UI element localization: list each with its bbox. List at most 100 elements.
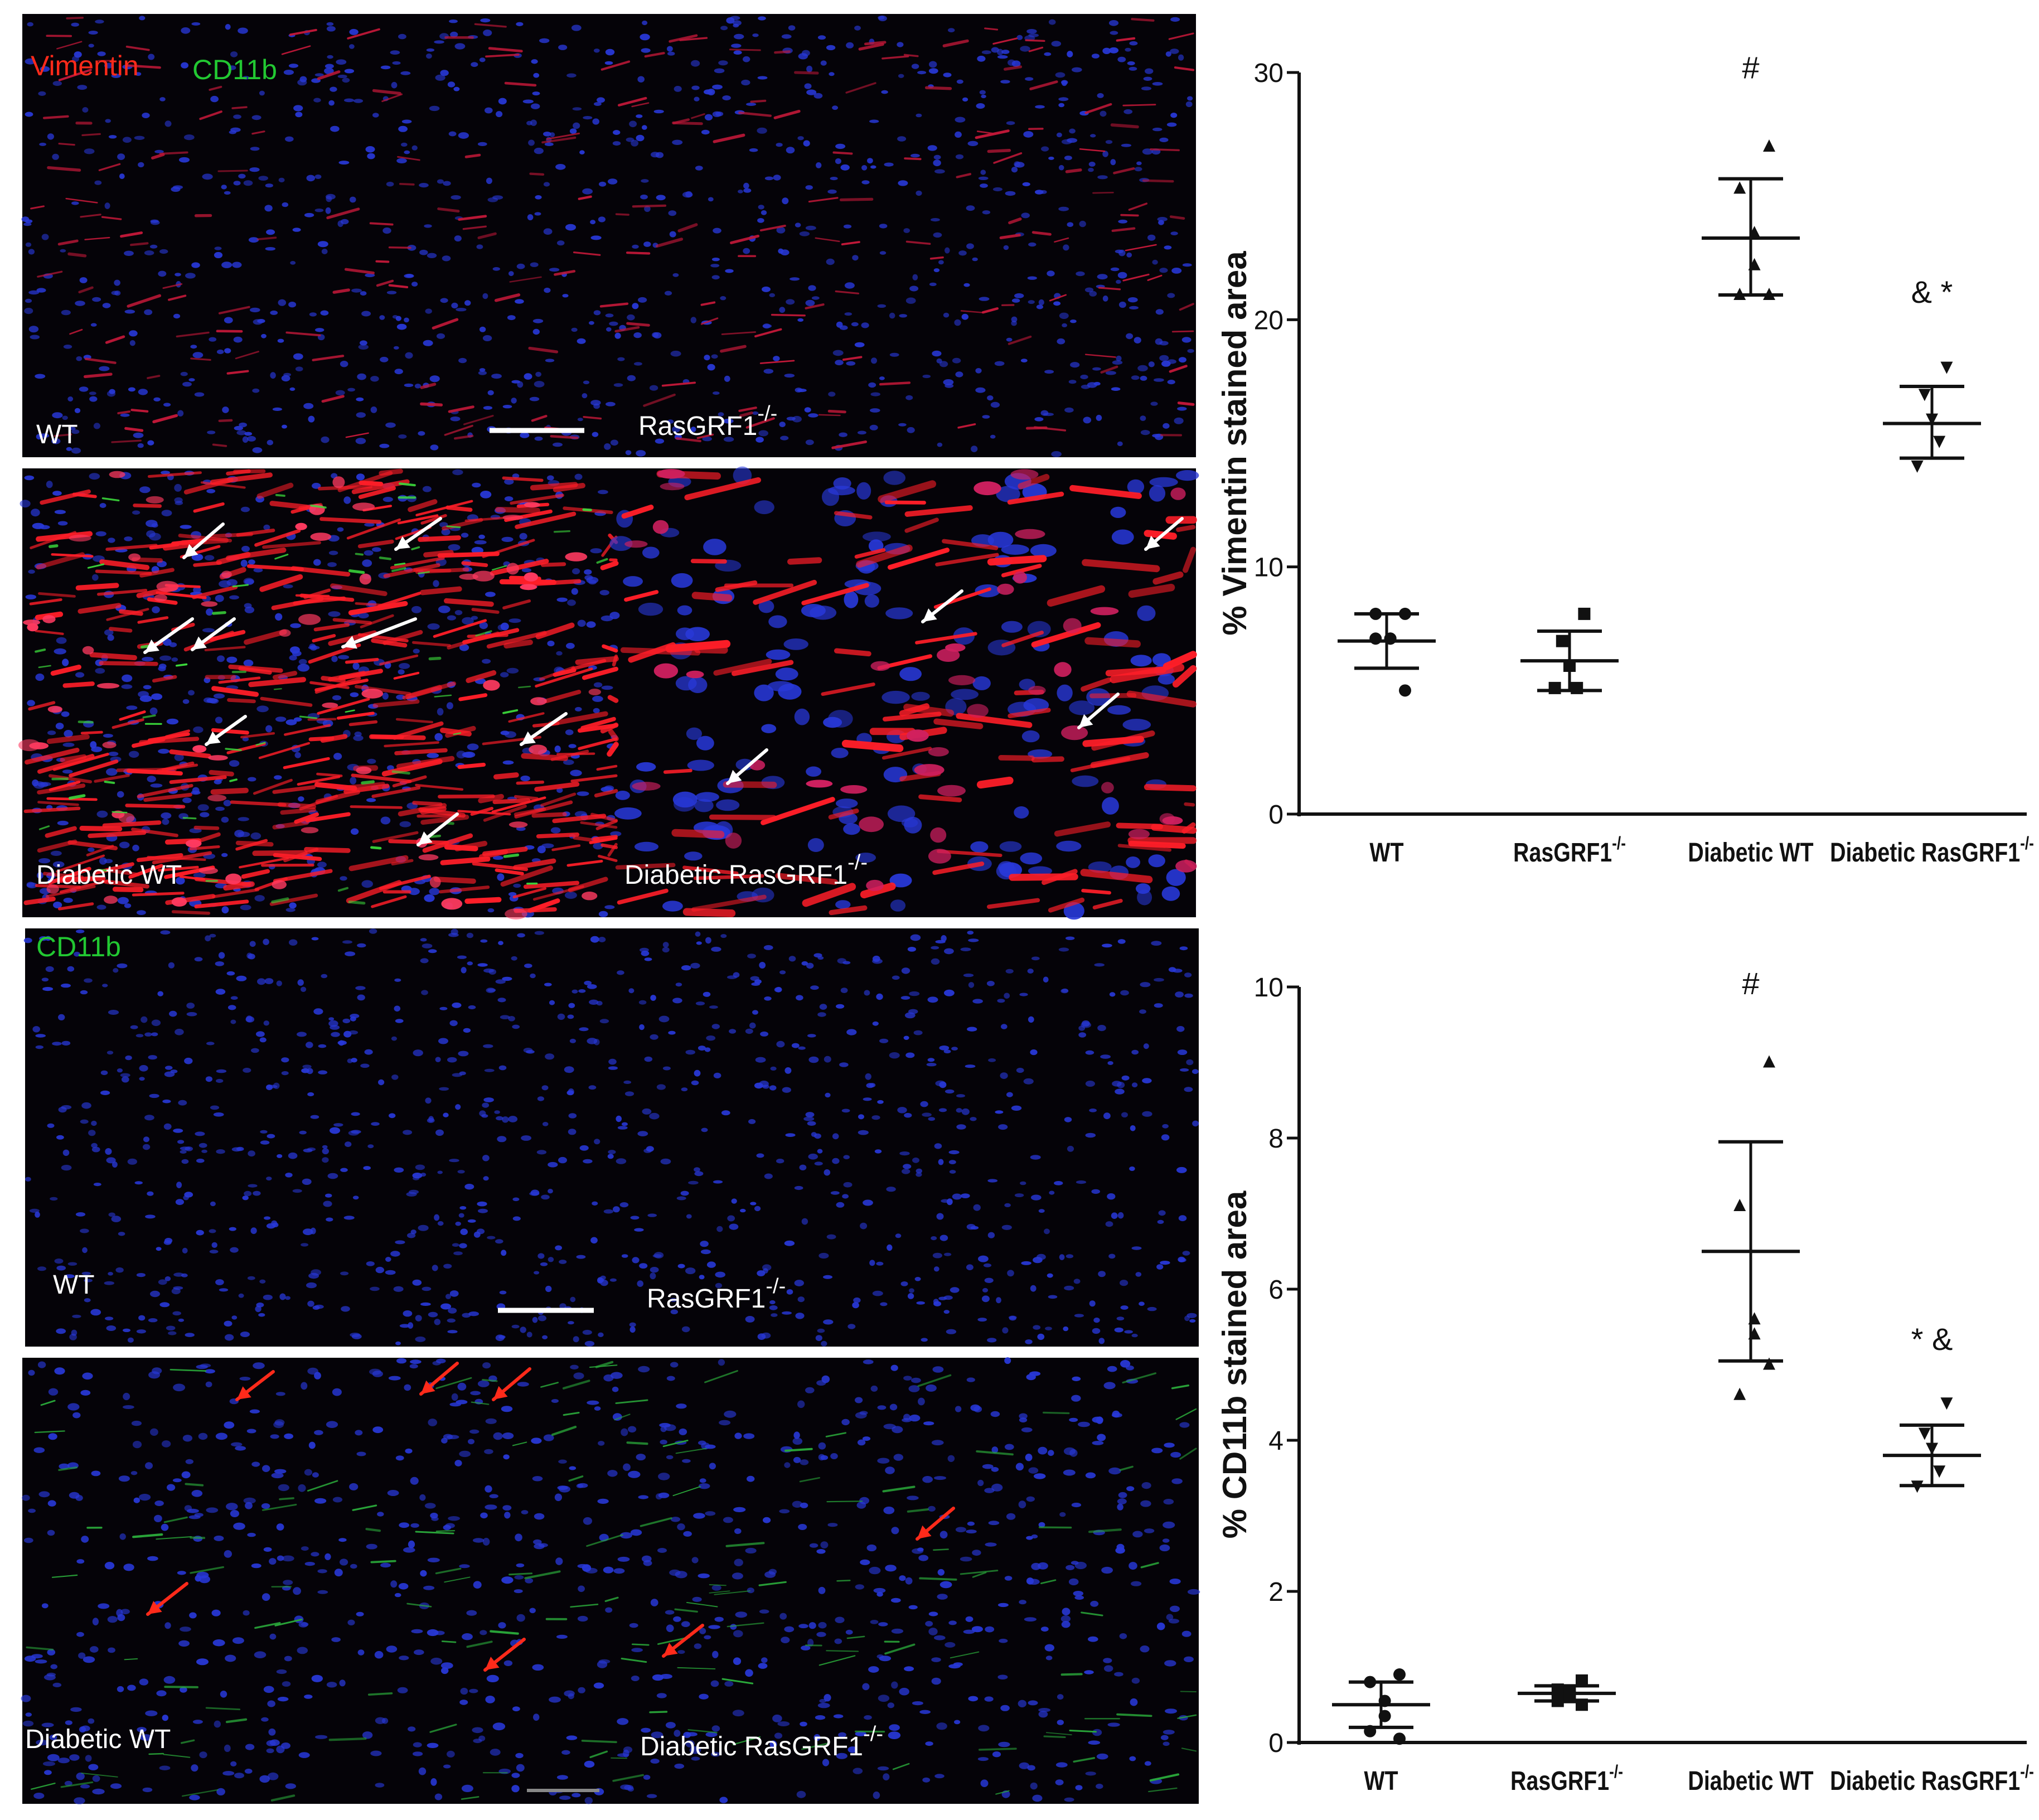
nucleus xyxy=(1105,140,1113,144)
vimentin-signal xyxy=(127,294,162,308)
nucleus xyxy=(443,181,451,186)
data-point xyxy=(1748,258,1761,270)
nucleus xyxy=(242,436,249,443)
nucleus xyxy=(211,1609,221,1616)
vimentin-signal xyxy=(1122,104,1156,107)
nucleus xyxy=(107,1616,118,1623)
vimentin-signal xyxy=(95,569,152,575)
nucleus xyxy=(555,1557,563,1565)
nucleus xyxy=(545,1053,555,1060)
nucleus xyxy=(492,195,503,200)
nucleus xyxy=(570,1364,579,1369)
vimentin-signal xyxy=(827,409,846,414)
nucleus xyxy=(582,393,588,399)
nucleus xyxy=(670,1517,681,1522)
nucleus xyxy=(1110,267,1120,272)
nucleus xyxy=(484,1449,493,1454)
nucleus xyxy=(519,533,527,540)
nucleus xyxy=(111,74,121,78)
vimentin-signal xyxy=(420,402,443,406)
nucleus xyxy=(317,241,328,248)
nucleus xyxy=(631,1676,640,1681)
nucleus xyxy=(963,283,970,287)
nucleus xyxy=(683,1731,691,1738)
nucleus xyxy=(249,1409,260,1414)
vimentin-signal xyxy=(594,789,618,798)
nucleus xyxy=(276,1523,284,1531)
vimentin-signal xyxy=(600,560,619,570)
nucleus xyxy=(330,125,340,132)
nucleus xyxy=(731,43,742,48)
nucleus xyxy=(669,1569,681,1576)
nucleus xyxy=(163,403,171,407)
nucleus xyxy=(1097,274,1108,280)
nucleus xyxy=(904,1112,912,1118)
nucleus xyxy=(154,1500,164,1506)
nucleus xyxy=(633,332,642,338)
nucleus xyxy=(535,195,542,200)
nucleus xyxy=(1026,1536,1033,1540)
cd11b-signal xyxy=(836,1580,851,1582)
nucleus xyxy=(978,1255,989,1262)
nucleus xyxy=(587,1400,599,1405)
nucleus xyxy=(191,22,201,26)
nucleus xyxy=(338,161,350,165)
nucleus xyxy=(520,432,530,438)
nucleus xyxy=(152,1367,162,1374)
nucleus xyxy=(159,97,166,101)
nucleus xyxy=(440,298,448,303)
nucleus xyxy=(711,1585,721,1591)
nucleus xyxy=(698,1045,706,1051)
nucleus xyxy=(80,1228,89,1233)
nucleus xyxy=(801,1645,811,1650)
vimentin-signal xyxy=(171,538,207,546)
cd11b-signal xyxy=(51,1574,78,1578)
nucleus xyxy=(727,1215,735,1222)
nucleus xyxy=(222,406,229,413)
vimentin-signal xyxy=(254,529,301,547)
vimentin-signal xyxy=(218,306,250,314)
nucleus xyxy=(303,403,314,409)
vimentin-signal xyxy=(211,728,249,735)
vimentin-signal xyxy=(713,133,745,143)
panel-2-arrows xyxy=(143,517,1184,846)
nucleus xyxy=(710,264,720,268)
nucleus xyxy=(1137,605,1156,621)
nucleus xyxy=(841,1419,850,1426)
nucleus xyxy=(931,1657,941,1662)
vimentin-signal xyxy=(372,831,419,843)
nucleus xyxy=(694,96,700,101)
data-point xyxy=(1576,1674,1588,1687)
vimentin-signal xyxy=(152,414,178,424)
nucleus xyxy=(169,642,177,647)
vimentin-signal xyxy=(143,792,192,802)
nucleus xyxy=(1048,156,1054,160)
data-point xyxy=(1733,1387,1746,1400)
nucleus xyxy=(283,70,294,75)
nucleus xyxy=(1142,1078,1152,1083)
y-tick-label: 6 xyxy=(1268,1275,1284,1305)
nucleus xyxy=(129,340,135,346)
nucleus xyxy=(92,1788,105,1795)
data-group xyxy=(1520,607,1619,694)
nucleus xyxy=(795,1313,805,1319)
nucleus xyxy=(1028,866,1052,876)
nucleus xyxy=(945,247,950,254)
vimentin-signal xyxy=(251,130,265,135)
nucleus xyxy=(240,559,248,567)
nucleus xyxy=(636,114,643,118)
nucleus xyxy=(863,531,891,542)
nucleus xyxy=(290,261,296,265)
nucleus xyxy=(1164,1443,1175,1448)
vimentin-signal xyxy=(29,598,62,606)
nucleus xyxy=(775,667,798,681)
nucleus xyxy=(763,1517,771,1523)
vimentin-cell xyxy=(352,502,375,511)
nucleus xyxy=(1184,993,1193,998)
nucleus xyxy=(480,1630,487,1635)
nucleus xyxy=(408,1540,415,1548)
nucleus xyxy=(1001,544,1029,555)
y-tick-label: 0 xyxy=(1268,1729,1284,1758)
nucleus xyxy=(487,1236,496,1240)
vimentin-signal xyxy=(492,798,531,805)
